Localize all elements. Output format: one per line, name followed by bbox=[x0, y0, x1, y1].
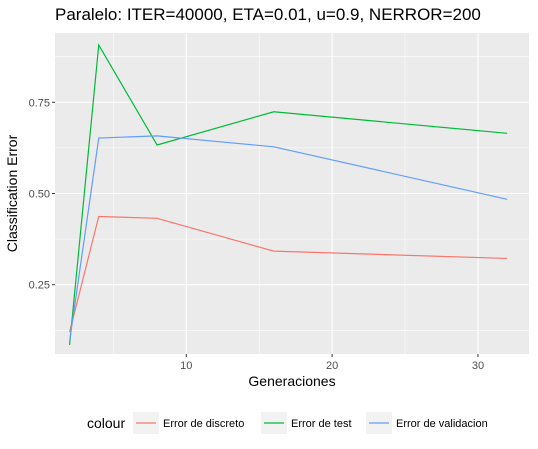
legend: Error de discreto Error de test Error de v… bbox=[133, 412, 488, 434]
y-tick-label: 0.75 bbox=[29, 97, 50, 109]
series-line-error-de-test bbox=[68, 43, 508, 345]
series-lines bbox=[68, 43, 508, 345]
y-axis-title: Classification Error bbox=[4, 134, 20, 252]
x-tick-label: 20 bbox=[326, 360, 338, 372]
legend-label: Error de discreto bbox=[163, 418, 244, 430]
x-axis-title: Generaciones bbox=[248, 373, 335, 389]
series-line-error-de-validacion bbox=[68, 135, 508, 342]
y-axis: 0.25 0.50 0.75 bbox=[29, 97, 55, 292]
major-gridlines bbox=[55, 33, 529, 354]
chart-title: Paralelo: ITER=40000, ETA=0.01, u=0.9, N… bbox=[55, 5, 481, 24]
legend-title: colour bbox=[87, 415, 125, 431]
x-tick-label: 30 bbox=[472, 360, 484, 372]
series-line-error-de-discreto bbox=[69, 215, 508, 333]
y-tick-label: 0.25 bbox=[29, 280, 50, 292]
legend-label: Error de test bbox=[291, 418, 352, 430]
y-tick-label: 0.50 bbox=[29, 189, 50, 201]
x-tick-label: 10 bbox=[180, 360, 192, 372]
legend-label: Error de validacion bbox=[396, 418, 488, 430]
x-axis: 10 20 30 bbox=[180, 354, 484, 372]
